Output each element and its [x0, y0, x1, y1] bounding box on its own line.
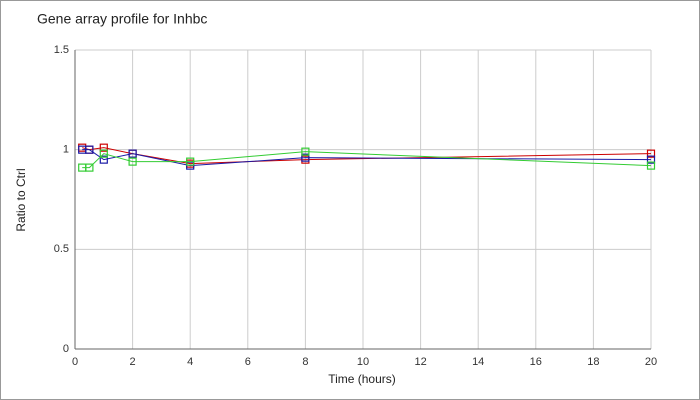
data-point: [646, 149, 656, 158]
data-point: [301, 147, 310, 156]
x-tick-label: 2: [130, 356, 136, 368]
data-point: [99, 155, 108, 164]
data-point: [99, 149, 108, 158]
y-tick-label: 0: [63, 343, 69, 355]
data-point: [85, 145, 94, 154]
x-tick-label: 8: [302, 356, 308, 368]
x-tick-label: 18: [587, 356, 599, 368]
y-axis-title: Ratio to Ctrl: [14, 168, 28, 231]
data-point: [85, 163, 94, 172]
data-point: [646, 161, 656, 170]
data-point: [128, 157, 137, 166]
data-point: [99, 143, 108, 152]
x-tick-label: 6: [245, 356, 251, 368]
chart-title: Gene array profile for Inhbc: [37, 11, 207, 27]
x-tick-label: 0: [72, 356, 78, 368]
y-tick-label: 1: [63, 144, 69, 156]
x-tick-label: 14: [472, 356, 484, 368]
x-tick-label: 20: [645, 356, 657, 368]
data-point: [646, 155, 656, 164]
x-tick-label: 16: [530, 356, 542, 368]
series-line: [82, 151, 652, 169]
x-tick-label: 10: [357, 356, 369, 368]
data-point: [128, 149, 137, 158]
x-tick-label: 12: [414, 356, 426, 368]
x-axis-title: Time (hours): [328, 372, 396, 386]
data-point: [186, 157, 195, 166]
series-line: [82, 149, 652, 167]
y-tick-label: 0.5: [54, 243, 69, 255]
y-tick-label: 1.5: [54, 44, 69, 56]
x-tick-label: 4: [187, 356, 193, 368]
data-point: [301, 153, 310, 162]
